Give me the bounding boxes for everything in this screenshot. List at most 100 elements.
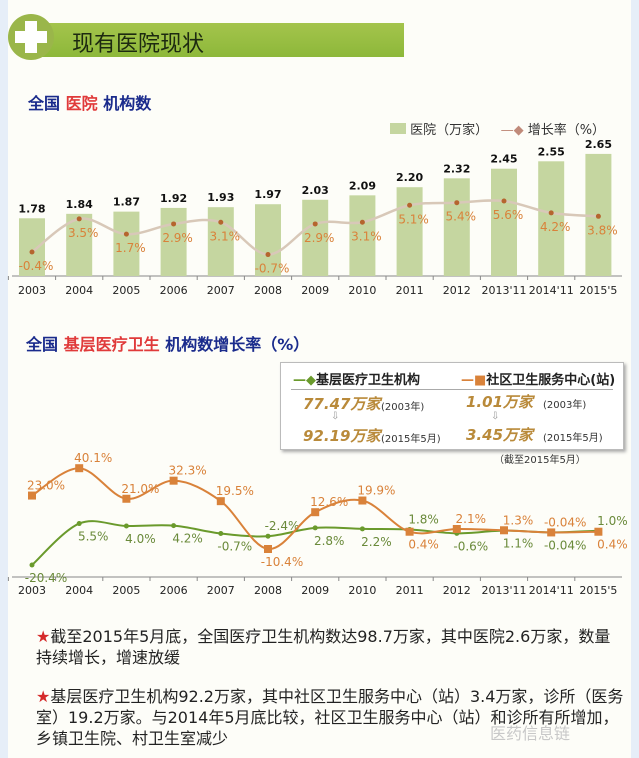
s2-from-value: 1.01万家 (466, 393, 534, 411)
x-tick-label: 2004 (65, 584, 93, 597)
series-point (405, 527, 414, 536)
growth-label: -0.7% (255, 262, 290, 276)
s1-to-date: (2015年5月) (381, 434, 441, 445)
bar-label: 2.09 (349, 179, 376, 192)
arrow-down-icon: ⇩ (491, 411, 500, 422)
data-label: 21.0% (121, 482, 159, 496)
data-label: -0.04% (544, 515, 586, 529)
bar (349, 195, 376, 276)
divider (291, 389, 613, 390)
title-part: 全国 (26, 335, 59, 354)
bar-label: 2.65 (585, 138, 612, 151)
growth-point (454, 200, 460, 206)
data-label: 1.3% (503, 513, 534, 527)
x-tick-label: 2011 (396, 284, 424, 297)
data-label: 0.4% (408, 538, 439, 552)
s1-from-date: (2003年) (381, 402, 425, 413)
data-label: 40.1% (74, 451, 112, 465)
s1-to-value: 92.19万家 (303, 427, 381, 445)
x-tick-label: 2015'5 (579, 584, 617, 597)
paragraph-text: 截至2015年5月底，全国医疗卫生机构数达98.7万家，其中医院2.6万家，数量… (36, 627, 611, 667)
legend-item: —■社区卫生服务中心(站) (461, 373, 616, 388)
paragraph-text: 基层医疗卫生机构92.2万家，其中社区卫生服务中心（站）3.4万家，诊所（医务室… (36, 687, 624, 748)
series-point (311, 508, 320, 517)
data-label: 5.5% (78, 530, 109, 544)
series-point (312, 525, 318, 531)
data-label: -0.7% (217, 539, 252, 553)
x-tick-label: 2005 (112, 284, 140, 297)
growth-point (595, 213, 601, 219)
series-point (171, 523, 177, 529)
bar (255, 204, 281, 276)
s1-from-value: 77.47万家 (303, 395, 381, 413)
series-point (75, 464, 84, 473)
legend-line-swatch: —◆ (500, 123, 524, 138)
legend-label: 增长率（%） (527, 123, 606, 138)
data-label: 12.6% (310, 495, 348, 509)
series-point (452, 525, 461, 533)
series-point (594, 527, 603, 536)
data-label: 2.2% (361, 535, 392, 549)
star-icon: ★ (36, 627, 51, 646)
growth-label: 3.1% (351, 229, 382, 243)
growth-point (548, 210, 554, 216)
s2-to-value: 3.45万家 (466, 426, 534, 444)
series-point (76, 521, 82, 527)
growth-label: 5.6% (493, 208, 524, 222)
x-tick-label: 2013'11 (481, 584, 526, 597)
data-label: 4.2% (172, 532, 203, 546)
data-label: 32.3% (169, 464, 207, 478)
arrow-down-icon: ⇩ (331, 411, 340, 422)
series-point (547, 528, 556, 537)
bar-label: 1.93 (207, 191, 234, 204)
bar (443, 178, 470, 276)
bar-label: 2.45 (490, 153, 517, 166)
data-label: 1.1% (503, 537, 534, 551)
data-label: 0.4% (597, 538, 628, 552)
infographic: 现有医院现状 全国 医院 机构数 医院（万家） —◆ 增长率（%） 全国 基层医… (8, 0, 631, 758)
x-tick-label: 2003 (18, 284, 46, 297)
s2-from-date: (2003年) (543, 400, 587, 411)
series-point (264, 545, 272, 553)
bar (302, 199, 329, 276)
paragraph-2: ★基层医疗卫生机构92.2万家，其中社区卫生服务中心（站）3.4万家，诊所（医务… (36, 686, 626, 749)
s2-to-date: (2015年5月) (543, 433, 603, 444)
series-point (169, 476, 178, 485)
growth-point (76, 216, 82, 222)
legend-item: —◆基层医疗卫生机构 (293, 373, 421, 388)
x-tick-label: 2014'11 (529, 584, 574, 597)
series-point (500, 526, 508, 535)
growth-point (407, 202, 413, 208)
bar (66, 213, 93, 276)
bar (491, 168, 517, 276)
bar-label: 2.55 (538, 145, 565, 158)
chart1-title: 全国 医院 机构数 (28, 90, 151, 114)
growth-label: 2.9% (304, 231, 335, 245)
title-part-highlight: 基层医疗卫生 (63, 335, 160, 354)
x-tick-label: 2015'5 (579, 284, 617, 297)
growth-point (218, 219, 224, 225)
growth-label: 1.7% (115, 241, 146, 255)
x-tick-label: 2010 (348, 584, 376, 597)
legend-label: 医院（万家） (410, 123, 489, 138)
chart2-legend: —◆基层医疗卫生机构 —■社区卫生服务中心(站) 77.47万家 (2003年)… (280, 362, 624, 450)
growth-point (171, 221, 177, 227)
x-tick-label: 2013'11 (481, 284, 526, 297)
series-point (123, 523, 129, 529)
title-part-highlight: 医院 (65, 94, 98, 113)
growth-label: -0.4% (19, 259, 54, 273)
series-point (265, 533, 271, 539)
growth-label: 3.8% (587, 223, 618, 237)
series-point (358, 496, 367, 505)
bar (538, 161, 565, 276)
x-tick-label: 2006 (160, 584, 188, 597)
bar-label: 1.78 (18, 202, 45, 215)
bar-label: 1.92 (160, 192, 187, 205)
series-point (29, 562, 35, 568)
chart2-note: （截至2015年5月） (494, 455, 586, 466)
chart2-title: 全国 基层医疗卫生 机构数增长率（%） (26, 331, 309, 355)
watermark: 医药信息链 (490, 724, 571, 743)
data-label: 1.8% (408, 512, 439, 526)
title-part: 机构数 (103, 94, 152, 113)
data-label: 19.9% (357, 484, 395, 498)
